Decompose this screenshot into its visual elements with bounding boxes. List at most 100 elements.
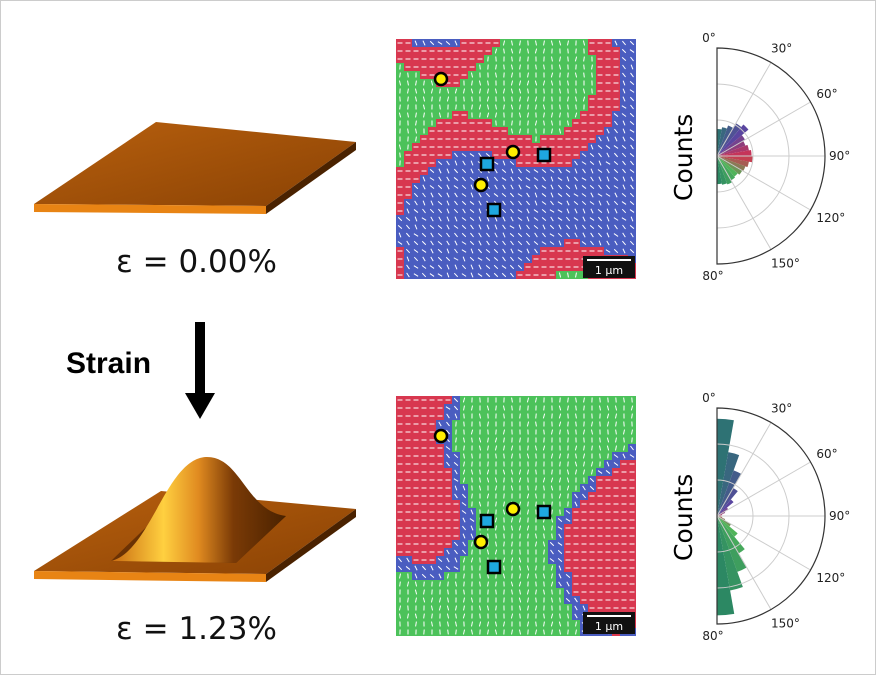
orientation-dash [527,605,529,611]
orientation-dash [527,445,529,451]
orientation-dash [597,169,603,173]
histogram-bar [717,418,734,516]
orientation-dash [495,533,497,539]
orientation-dash [502,216,506,222]
orientation-dash [463,597,465,603]
orientation-dash [519,104,521,110]
histogram-bar [717,516,743,591]
orientation-dash [510,469,514,475]
orientation-dash [479,469,481,475]
orientation-dash [527,48,529,54]
orientation-dash [581,200,587,206]
orientation-dash [494,485,498,491]
orientation-dash [542,445,546,451]
orientation-dash [502,405,506,411]
orientation-dash [621,113,627,117]
orientation-dash [583,397,585,403]
orientation-dash [445,40,451,46]
orientation-dash [567,429,569,435]
orientation-dash [629,129,635,133]
orientation-dash [535,469,537,475]
orientation-dash [415,80,417,86]
orientation-dash [478,216,482,222]
orientation-dash [534,96,538,102]
orientation-dash [399,613,401,619]
orientation-dash [462,176,466,182]
orientation-dash [437,41,443,45]
orientation-dash [543,485,545,491]
orientation-dash [511,40,513,46]
orientation-dash [487,437,489,443]
orientation-dash [550,184,554,190]
orientation-dash [471,405,473,411]
orientation-dash [502,40,506,46]
orientation-dash [574,112,578,118]
orientation-dash [541,193,547,197]
orientation-dash [543,429,545,435]
orientation-dash [549,558,555,562]
orientation-dash [534,184,538,190]
orientation-dash [630,216,634,222]
orientation-dash [510,80,514,86]
orientation-dash [502,232,506,238]
orientation-dash [581,193,587,197]
orientation-dash [582,453,586,459]
orientation-dash [631,413,633,419]
orientation-dash [511,405,513,411]
orientation-dash [470,533,474,539]
orientation-dash [583,72,585,78]
defect-marker-square [536,147,552,163]
orientation-dash [510,445,514,451]
orientation-dash [438,573,442,579]
orientation-dash [574,168,578,174]
orientation-dash [447,589,449,595]
orientation-dash [605,249,611,253]
orientation-dash [590,429,594,435]
orientation-dash [565,510,571,514]
orientation-dash [517,193,523,197]
orientation-dash [470,232,474,238]
orientation-dash [543,64,545,70]
orientation-dash [494,88,498,94]
orientation-dash [454,240,458,246]
orientation-dash [502,429,506,435]
orientation-dash [471,437,473,443]
orientation-dash [518,557,522,563]
orientation-dash [454,264,458,270]
orientation-dash [454,549,458,555]
orientation-dash [470,88,474,94]
orientation-dash [597,224,603,230]
orientation-dash [471,477,473,483]
orientation-dash [446,200,450,206]
orientation-dash [622,224,626,230]
orientation-dash [542,541,546,547]
orientation-dash [535,597,537,603]
orientation-dash [502,509,506,515]
orientation-dash [437,232,443,238]
orientation-dash [518,168,522,174]
orientation-dash [629,248,635,254]
orientation-dash [486,240,490,246]
orientation-dash [455,581,457,587]
grid-spoke [716,461,811,517]
orientation-dash [575,397,577,403]
orientation-dash [415,112,417,118]
orientation-dash [541,169,547,173]
orientation-dash [439,88,441,94]
orientation-dash [630,176,634,182]
orientation-dash [551,509,553,515]
orientation-dash [487,509,489,515]
orientation-dash [501,193,507,197]
domain-map-bottom [396,396,636,636]
orientation-dash [510,613,514,619]
orientation-dash [566,176,570,182]
orientation-dash [478,224,482,230]
strain-value-bottom: ε = 1.23% [116,611,277,647]
orientation-dash [511,541,513,547]
orientation-dash [455,104,457,110]
orientation-dash [549,241,555,245]
orientation-dash [405,216,411,222]
orientation-dash [486,224,490,230]
orientation-dash [550,477,554,483]
orientation-dash [534,80,538,86]
